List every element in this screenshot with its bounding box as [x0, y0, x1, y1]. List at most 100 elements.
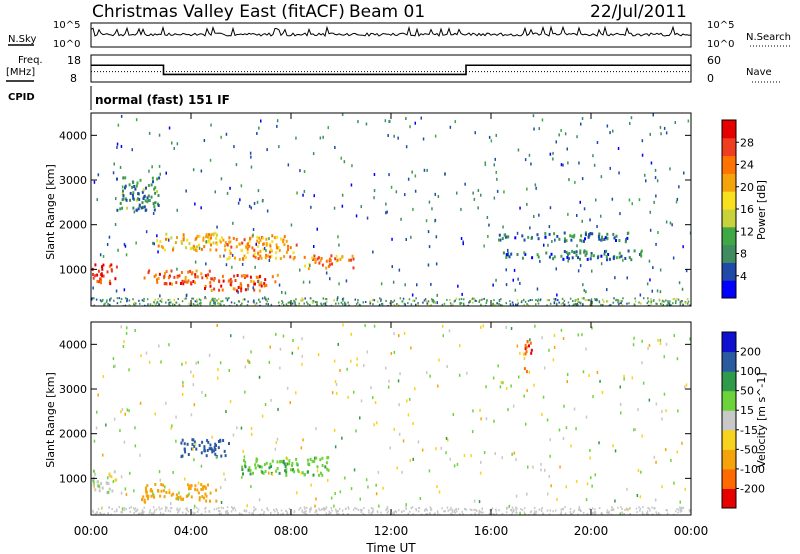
echo-cell: [353, 390, 355, 394]
echo-cell: [216, 507, 218, 510]
echo-cell: [315, 427, 317, 431]
echo-cell: [134, 329, 136, 332]
echo-cell: [208, 240, 211, 244]
echo-cell: [621, 304, 624, 306]
echo-cell: [134, 187, 137, 191]
echo-cell: [592, 254, 595, 258]
echo-cell: [478, 500, 481, 504]
echo-cell: [301, 299, 303, 302]
echo-cell: [443, 302, 446, 305]
echo-cell: [576, 214, 578, 217]
echo-cell: [680, 508, 682, 511]
echo-cell: [482, 511, 484, 514]
echo-cell: [507, 506, 510, 509]
echo-cell: [346, 367, 348, 371]
echo-cell: [310, 205, 312, 209]
echo-cell: [190, 281, 192, 285]
echo-cell: [213, 304, 215, 306]
echo-cell: [307, 302, 309, 305]
echo-cell: [316, 465, 319, 469]
echo-cell: [575, 250, 578, 254]
echo-cell: [181, 393, 184, 396]
echo-cell: [205, 297, 207, 300]
echo-cell: [334, 445, 337, 449]
echo-cell: [373, 196, 375, 200]
echo-cell: [435, 262, 438, 266]
echo-cell: [276, 246, 279, 250]
echo-cell: [524, 158, 527, 162]
echo-cell: [214, 303, 217, 306]
echo-cell: [415, 509, 418, 512]
echo-cell: [505, 283, 508, 287]
echo-cell: [219, 361, 222, 365]
echo-cell: [552, 257, 555, 261]
echo-cell: [281, 300, 283, 303]
echo-cell: [472, 191, 474, 195]
echo-cell: [316, 227, 318, 231]
echo-cell: [594, 511, 597, 514]
echo-cell: [549, 438, 551, 442]
echo-cell: [430, 303, 432, 306]
echo-cell: [582, 303, 584, 306]
echo-cell: [243, 509, 246, 512]
echo-cell: [202, 487, 204, 491]
echo-cell: [151, 165, 153, 169]
echo-cell: [572, 235, 575, 239]
echo-cell: [524, 347, 527, 351]
echo-cell: [142, 512, 144, 515]
echo-cell: [181, 438, 184, 442]
echo-cell: [125, 508, 127, 511]
echo-cell: [200, 301, 202, 304]
echo-cell: [206, 439, 209, 443]
echo-cell: [301, 337, 303, 341]
echo-cell: [335, 302, 337, 305]
echo-cell: [612, 507, 614, 510]
echo-cell: [123, 509, 126, 512]
echo-cell: [102, 453, 104, 457]
echo-cell: [652, 300, 655, 302]
echo-cell: [136, 181, 139, 185]
echo-cell: [475, 300, 478, 302]
echo-cell: [106, 243, 109, 246]
echo-cell: [266, 209, 269, 213]
echo-cell: [642, 381, 645, 385]
echo-cell: [282, 238, 285, 242]
echo-cell: [549, 152, 552, 156]
echo-cell: [661, 303, 663, 306]
echo-cell: [120, 145, 123, 148]
echo-cell: [267, 509, 269, 512]
echo-cell: [261, 414, 264, 418]
echo-cell: [250, 206, 252, 210]
echo-cell: [275, 256, 277, 260]
echo-cell: [645, 512, 648, 515]
echo-cell: [294, 301, 296, 305]
echo-cell: [262, 471, 265, 475]
echo-cell: [248, 360, 250, 364]
echo-cell: [244, 288, 247, 292]
echo-cell: [92, 469, 95, 473]
echo-cell: [240, 289, 243, 293]
echo-cell: [301, 362, 303, 366]
echo-cell: [648, 343, 651, 347]
echo-cell: [298, 508, 300, 511]
echo-cell: [507, 248, 509, 252]
echo-cell: [531, 235, 533, 239]
echo-cell: [327, 456, 330, 460]
echo-cell: [591, 302, 593, 305]
echo-cell: [137, 192, 140, 196]
colorbar-tick-label: 8: [740, 248, 747, 261]
echo-cell: [210, 447, 213, 451]
echo-cell: [308, 280, 311, 284]
echo-cell: [402, 439, 405, 443]
echo-cell: [536, 287, 539, 291]
echo-cell: [173, 298, 176, 301]
echo-cell: [198, 298, 201, 301]
echo-cell: [144, 500, 147, 504]
echo-cell: [211, 435, 213, 439]
echo-cell: [99, 511, 102, 514]
echo-cell: [261, 471, 264, 474]
echo-cell: [172, 248, 174, 252]
echo-cell: [241, 302, 243, 305]
echo-cell: [407, 302, 409, 305]
echo-cell: [609, 131, 611, 135]
